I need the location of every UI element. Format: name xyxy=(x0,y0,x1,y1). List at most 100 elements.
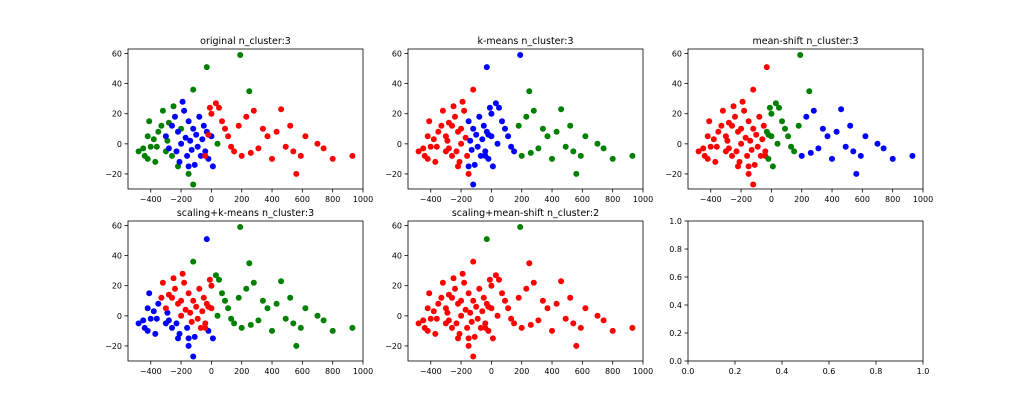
data-point xyxy=(439,279,446,286)
y-tick-label: 20 xyxy=(392,282,402,291)
data-point xyxy=(479,308,486,315)
subplot-4: −400 −200 0 200 400 600 800 1000−200204060scali… xyxy=(105,208,373,376)
data-point xyxy=(152,330,159,337)
data-point xyxy=(760,122,767,129)
data-point xyxy=(745,163,752,170)
data-point xyxy=(748,146,755,153)
data-point xyxy=(197,152,204,159)
data-point xyxy=(176,158,183,165)
data-point xyxy=(889,155,896,162)
data-point xyxy=(185,342,192,349)
data-point xyxy=(455,128,461,135)
data-point xyxy=(293,342,300,349)
data-point xyxy=(473,131,480,138)
x-tick-label: 400 xyxy=(544,195,559,204)
data-point xyxy=(155,128,162,135)
data-point xyxy=(153,143,160,150)
data-point xyxy=(795,122,802,129)
x-tick-label: −400 xyxy=(700,195,722,204)
data-point xyxy=(320,145,327,152)
data-point xyxy=(526,260,533,267)
data-point xyxy=(704,155,711,162)
data-point xyxy=(544,305,551,312)
data-point xyxy=(594,140,601,147)
data-point xyxy=(480,122,487,129)
x-tick-label: 0.4 xyxy=(776,367,789,376)
data-point xyxy=(594,312,601,319)
data-point xyxy=(473,303,480,310)
data-point xyxy=(430,136,437,143)
data-point xyxy=(190,258,197,265)
y-tick-label: 1.0 xyxy=(669,217,682,226)
data-point xyxy=(185,163,192,170)
y-tick-label: 40 xyxy=(392,252,402,261)
axes-frame xyxy=(687,48,924,190)
data-point xyxy=(269,327,275,334)
data-point xyxy=(567,122,574,129)
data-point xyxy=(570,148,577,155)
x-tick-label: 1000 xyxy=(353,195,373,204)
data-point xyxy=(803,113,810,120)
x-tick-label: 0.0 xyxy=(682,367,695,376)
data-point xyxy=(838,106,845,113)
data-point xyxy=(700,145,707,152)
data-point xyxy=(452,285,458,292)
data-point xyxy=(170,275,177,282)
data-point xyxy=(430,308,437,315)
y-tick-label: 0 xyxy=(397,140,402,149)
data-point xyxy=(293,170,300,177)
data-point xyxy=(190,86,197,93)
data-point xyxy=(424,133,431,140)
data-point xyxy=(480,294,487,301)
data-point xyxy=(200,122,207,129)
data-point xyxy=(745,118,752,125)
data-point xyxy=(797,52,804,58)
data-point xyxy=(209,335,216,342)
data-point xyxy=(445,317,452,324)
data-point xyxy=(185,290,192,297)
data-point xyxy=(535,145,542,152)
data-point xyxy=(158,122,165,129)
data-point xyxy=(255,145,262,152)
data-point xyxy=(264,305,271,312)
data-point xyxy=(573,342,580,349)
data-point xyxy=(730,103,737,110)
data-point xyxy=(874,140,881,147)
data-point xyxy=(464,324,471,331)
data-point xyxy=(169,152,175,159)
data-point xyxy=(191,333,198,340)
y-tick-label: 20 xyxy=(112,282,122,291)
data-point xyxy=(208,110,215,117)
x-tick-label: 0.2 xyxy=(729,367,742,376)
data-point xyxy=(243,113,250,120)
data-point xyxy=(435,300,442,307)
data-point xyxy=(518,152,525,159)
data-point xyxy=(523,285,530,292)
data-point xyxy=(829,155,835,162)
data-point xyxy=(807,149,814,156)
data-point xyxy=(776,104,782,111)
data-point xyxy=(144,155,151,162)
data-point xyxy=(465,342,472,349)
axes-frame xyxy=(407,220,644,362)
data-point xyxy=(741,107,748,114)
data-point xyxy=(146,290,153,297)
y-tick-label: 40 xyxy=(392,80,402,89)
data-point xyxy=(471,333,478,340)
data-point xyxy=(488,282,495,289)
data-point xyxy=(553,128,560,135)
data-point xyxy=(570,320,577,327)
data-point xyxy=(302,133,309,140)
data-point xyxy=(477,152,484,159)
data-point xyxy=(485,303,492,310)
data-point xyxy=(159,107,166,114)
data-point xyxy=(237,224,244,230)
data-point xyxy=(710,136,717,143)
y-tick-label: −20 xyxy=(385,342,402,351)
data-point xyxy=(462,134,469,141)
data-point xyxy=(862,133,869,140)
data-point xyxy=(205,131,212,138)
data-point xyxy=(238,324,245,331)
data-point xyxy=(489,163,496,170)
